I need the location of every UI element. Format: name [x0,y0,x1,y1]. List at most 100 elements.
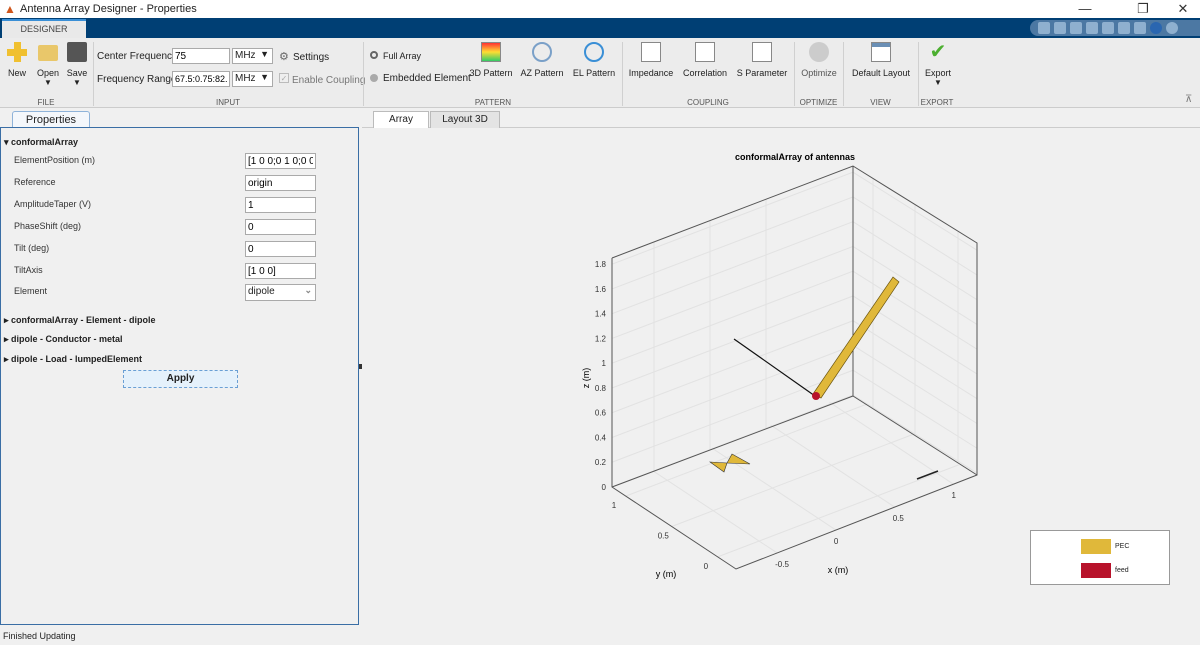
save-icon[interactable] [1038,22,1050,34]
axes-box [611,165,978,570]
y-tick-label: 0 [704,562,709,571]
quick-access-toolbar [1030,20,1200,36]
group-element-dipole[interactable]: ▸ conformalArray - Element - dipole [4,315,156,325]
s-parameter-icon [752,42,772,62]
tab-array[interactable]: Array [373,111,429,128]
floor-gridline [652,470,778,554]
folder-icon [38,45,58,61]
optimize-button[interactable]: Optimize [797,42,841,78]
tab-designer[interactable]: DESIGNER [2,19,86,39]
redo-icon[interactable] [1118,22,1130,34]
default-layout-button[interactable]: Default Layout [846,42,916,78]
phase-shift-label: PhaseShift (deg) [14,221,82,231]
restore-button[interactable]: ❐ [1137,1,1149,16]
legend-label-feed: feed [1115,567,1129,574]
apply-button[interactable]: Apply [123,370,238,388]
z-tick-label: 0 [602,483,607,492]
center-frequency-label: Center Frequency [97,51,178,62]
reference-input[interactable] [245,175,316,191]
settings-button[interactable]: Settings [293,52,330,63]
plus-icon [7,42,27,62]
element-label: Element [14,286,48,296]
title-bar: ▲ Antenna Array Designer - Properties — … [0,0,1200,18]
windows-icon[interactable] [1134,22,1146,34]
el-pattern-button[interactable]: EL Pattern [570,42,618,78]
legend-swatch-pec [1081,539,1111,554]
x-tick-label: 0 [834,537,839,546]
y-tick-label: 1 [612,501,617,510]
y-tick-label: 0.5 [658,531,670,540]
3d-pattern-button[interactable]: 3D Pattern [468,42,514,78]
collapse-ribbon-icon[interactable]: ⊼ [1185,94,1193,105]
element-position-input[interactable] [245,153,316,169]
status-bar: Finished Updating [0,627,1200,645]
correlation-button[interactable]: Correlation [680,42,730,78]
layout-icon [871,42,891,62]
dipole-wire-line [733,338,816,397]
copy-icon[interactable] [1070,22,1082,34]
impedance-button[interactable]: Impedance [625,42,677,78]
close-button[interactable]: ✕ [1177,1,1189,16]
group-conductor-metal[interactable]: ▸ dipole - Conductor - metal [4,334,123,344]
x-tick-label: 0.5 [893,514,905,523]
s-parameter-button[interactable]: S Parameter [734,42,790,78]
gear-icon: ⚙ [279,51,289,63]
floor-gridline [829,401,954,485]
enable-coupling-label: Enable Coupling [292,75,366,86]
help-icon[interactable] [1150,22,1162,34]
export-button[interactable]: ✔ Export ▼ [924,41,951,87]
dipole-flat-element [916,470,939,480]
tilt-input[interactable] [245,241,316,257]
cut-icon[interactable] [1054,22,1066,34]
optimize-icon [809,42,829,62]
tab-layout-3d[interactable]: Layout 3D [430,111,500,128]
tab-properties[interactable]: Properties [12,111,90,128]
x-tick-label: -0.5 [775,560,789,569]
splitter-handle[interactable] [359,364,362,369]
new-label: New [7,68,26,78]
save-button[interactable]: Save ▼ [64,42,90,87]
az-pattern-button[interactable]: AZ Pattern [518,42,566,78]
z-tick-label: 1.6 [595,285,607,294]
undo-icon[interactable] [1102,22,1114,34]
tilt-axis-input[interactable] [245,263,316,279]
frequency-range-input[interactable] [172,71,230,87]
center-unit-select[interactable]: MHz ▼ [232,48,273,64]
section-view: VIEW [870,98,891,107]
embedded-element-radio[interactable] [370,74,378,82]
center-frequency-input[interactable] [172,48,230,64]
floor-gridline [625,403,867,497]
group-conformal-array[interactable]: ▾ conformalArray [4,137,79,147]
range-unit-select[interactable]: MHz ▼ [232,71,273,87]
az-pattern-icon [532,42,552,62]
bowtie-element-right [726,453,751,465]
group-load-lumped[interactable]: ▸ dipole - Load - lumpedElement [4,354,143,364]
section-export: EXPORT [920,98,954,107]
z-axis-label: z (m) [581,368,591,389]
dipole-pec-element [812,276,900,399]
element-select[interactable]: dipole ⌄ [245,284,316,301]
open-button[interactable]: Open ▼ [34,42,62,87]
new-button[interactable]: New [4,42,30,78]
section-coupling: COUPLING [687,98,729,107]
3d-pattern-icon [481,42,501,62]
x-axis-label: x (m) [828,565,849,575]
z-tick-label: 0.2 [595,458,607,467]
z-gridline [611,171,978,265]
amplitude-taper-input[interactable] [245,197,316,213]
full-array-radio[interactable] [370,51,378,59]
options-icon[interactable] [1166,22,1178,34]
x-tick-label: 1 [951,491,956,500]
phase-shift-input[interactable] [245,219,316,235]
enable-coupling-checkbox[interactable]: ✓ [279,73,289,83]
save-label: Save [66,68,88,78]
z-tick-label: 1.4 [595,310,607,319]
section-pattern: PATTERN [474,98,512,107]
ribbon-tabstrip [0,18,1200,38]
minimize-button[interactable]: — [1078,1,1092,16]
paste-icon[interactable] [1086,22,1098,34]
checkmark-icon: ✔ [929,41,947,63]
floppy-icon [67,42,87,62]
z-tick-label: 1.8 [595,260,607,269]
